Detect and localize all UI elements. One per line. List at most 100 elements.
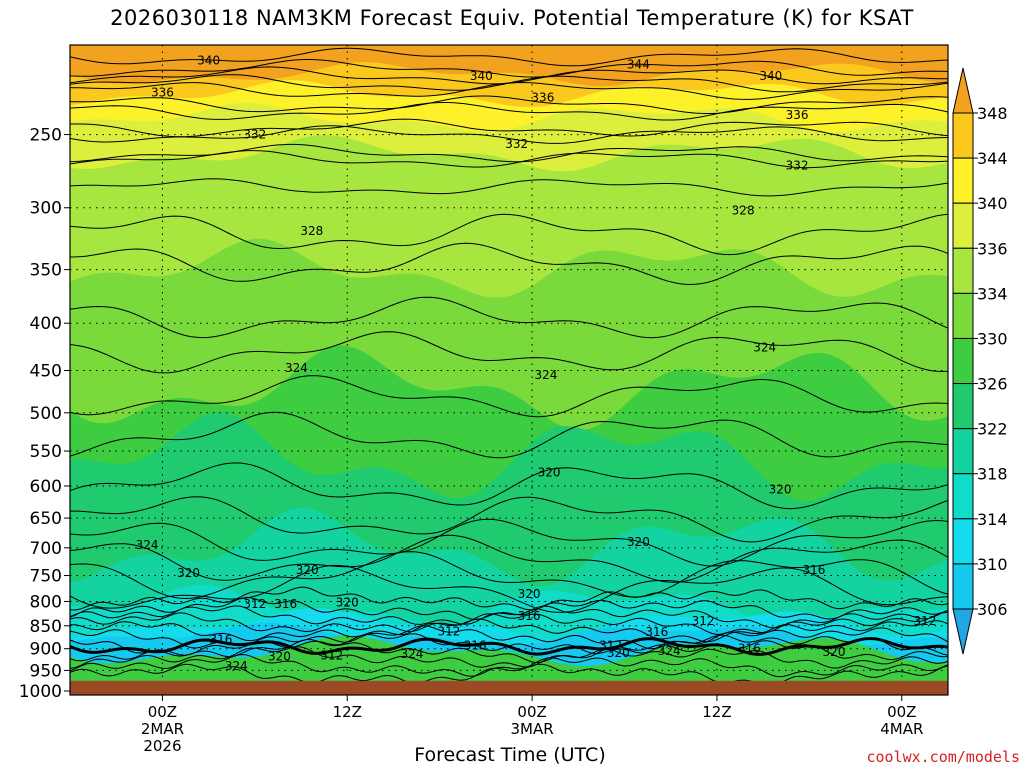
x-tick-label: 00Z [148,703,177,721]
y-axis: 250 300 350 400 450 500 550 600 650 700 750 800 850 9… [19,126,70,702]
band-12 [70,635,948,695]
contour-label: 324 [285,361,308,375]
contour-label: 316 [464,639,487,653]
contour-label: 320 [177,566,200,580]
contour-line [70,611,948,636]
colorbar-label: 344 [977,149,1008,168]
contour-line [70,646,948,669]
contour-line [70,178,948,197]
grid-lines [70,45,948,695]
contour-label: 336 [531,91,554,105]
surface-fill [70,680,948,695]
colorbar-segment [952,292,974,339]
colorbar-segment [952,518,974,565]
colorbar-label: 306 [977,600,1008,619]
y-tick-label: 400 [30,314,62,334]
colorbar-segment [952,563,974,610]
contour-line [70,411,948,459]
colorbar-bottom-arrow [952,608,974,655]
contour-line [70,102,948,121]
contour-label: 320 [627,535,650,549]
y-tick-label: 450 [30,361,62,381]
y-tick-label: 500 [30,404,62,424]
contour-line [70,586,948,611]
contour-label: 328 [732,203,755,217]
contour-line [70,331,948,374]
chart-title: 2026030118 NAM3KM Forecast Equiv. Potent… [110,6,914,30]
contour-label: 332 [243,128,266,142]
contour-line [70,242,948,286]
y-tick-label: 800 [30,592,62,612]
colorbar-segment [952,112,974,159]
y-tick-label: 1000 [19,682,62,702]
contour-line [70,118,948,138]
contour-label: 320 [336,595,359,609]
colorbar-segment [952,428,974,475]
contour-label: 332 [786,158,809,172]
x-tick-label: 12Z [333,703,362,721]
contour-label: 324 [136,538,159,552]
contour-label: 328 [300,224,323,238]
contour-line [70,150,948,169]
contour-label: 312 [599,639,622,653]
colorbar-segment [952,337,974,385]
x-tick-label: 2026 [143,737,181,755]
x-tick-label: 4MAR [880,720,923,738]
contour-label: 332 [505,137,528,151]
colorbar-top-arrow [952,67,974,114]
colorbar-segment [952,473,974,520]
x-tick-label: 00Z [517,703,546,721]
contour-label: 316 [274,597,297,611]
contour-label: 316 [738,642,761,656]
x-axis-title: Forecast Time (UTC) [414,744,606,766]
x-tick-label: 2MAR [141,720,184,738]
contour-line [70,59,948,78]
contour-line [70,296,948,339]
contour-label: 324 [401,647,424,661]
contour-lines [70,47,948,687]
contour-line [70,95,948,114]
contour-line [70,534,948,583]
contour-label: 320 [268,650,291,664]
contour-label: 344 [627,58,650,72]
contour-label: 320 [296,563,319,577]
contour-label: 312 [243,597,266,611]
contour-label: 316 [518,609,541,623]
colorbar-label: 348 [977,104,1008,123]
x-tick-label: 3MAR [511,720,554,738]
contour-label: 340 [759,69,782,83]
contour-label: 320 [607,646,630,660]
y-tick-label: 850 [30,617,62,637]
colorbar-segment [952,247,974,294]
contour-label: 340 [470,69,493,83]
contour-label: 336 [151,85,174,99]
contour-line [70,605,948,629]
contour-line [70,462,948,510]
colorbar-label: 310 [977,555,1008,574]
contour-label: 316 [803,563,826,577]
contour-label: 312 [913,614,936,628]
y-tick-label: 650 [30,509,62,529]
colorbar: 348 344 340 336 334 330 326 322 318 314 310 306 [952,67,1008,655]
colorbar-label: 326 [977,375,1008,394]
contour-label: 340 [197,54,220,68]
contour-label: 324 [753,341,776,355]
y-tick-label: 250 [30,126,62,146]
contour-line [70,518,948,567]
y-tick-label: 950 [30,661,62,681]
contour-label: 324 [658,644,681,658]
y-tick-label: 350 [30,261,62,281]
contour-line [70,496,948,543]
contour-line [70,663,948,687]
y-tick-label: 750 [30,567,62,587]
contour-label: 324 [535,368,558,382]
contour-line [70,81,948,100]
contour-label: 312 [320,648,343,662]
colorbar-label: 340 [977,194,1008,213]
contour-line [70,375,948,418]
contour-label: 336 [786,108,809,122]
contour-line [70,564,948,613]
x-tick-label: 00Z [887,703,916,721]
